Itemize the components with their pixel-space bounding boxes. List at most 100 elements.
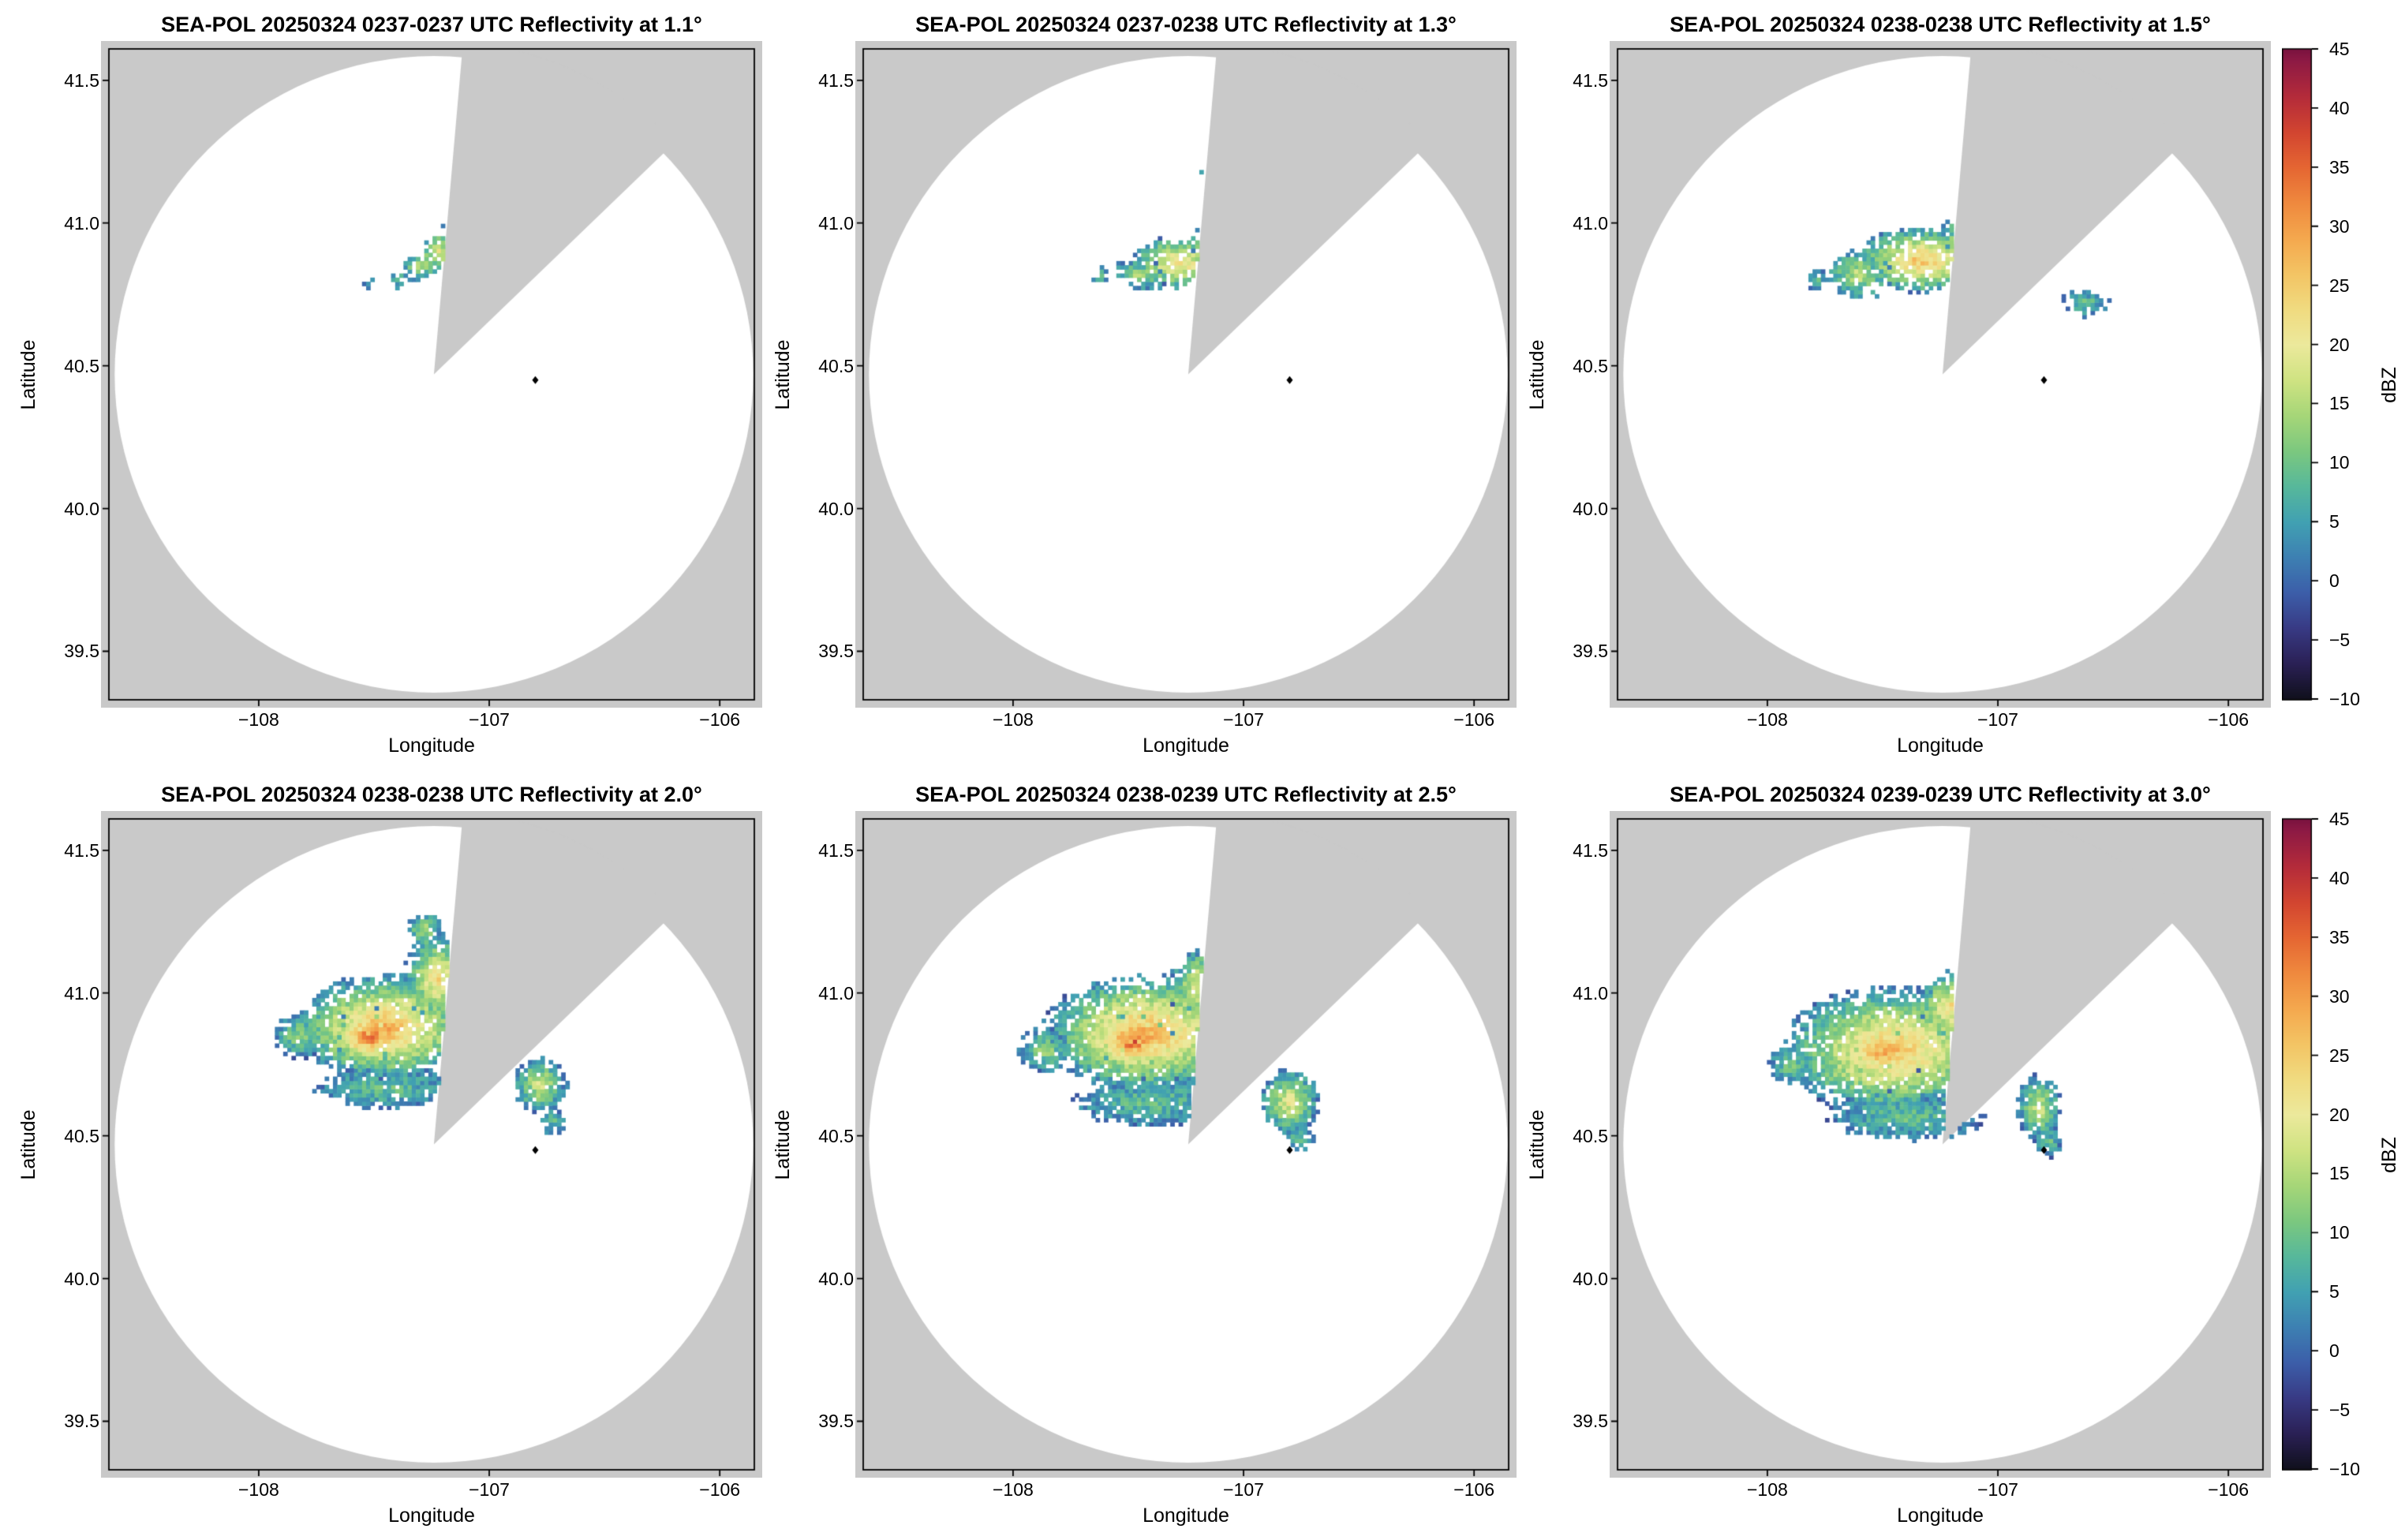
radar-panel-5: SEA-POL 20250324 0238-0239 UTC Reflectiv… [754,770,1517,1540]
colorbar-row-2: dBZ −10 −5 0 5 10 15 20 25 30 35 40 45 [2263,770,2405,1540]
y-tick-label: 41.5 [64,839,99,861]
x-tick-label: −108 [238,709,279,730]
colorbar-tick-label: 10 [2329,1222,2350,1243]
y-tick-label: 39.5 [818,1411,854,1432]
y-tick-label: 39.5 [64,641,99,662]
y-tick-label: 40.5 [1573,355,1608,376]
radar-canvas [1610,41,2271,708]
y-axis-label: Latitude [772,1109,794,1179]
panel-title: SEA-POL 20250324 0237-0238 UTC Reflectiv… [915,13,1457,36]
colorbar-tick-label: −5 [2329,1400,2351,1421]
y-axis-label: Latitude [17,339,39,409]
y-tick-label: 41.0 [64,982,99,1004]
radar-panel-6: SEA-POL 20250324 0239-0239 UTC Reflectiv… [1509,770,2271,1540]
colorbar-tick-label: 15 [2329,393,2350,414]
x-tick-label: −107 [1977,709,2018,730]
y-tick-label: 40.0 [818,1268,854,1289]
x-tick-label: −108 [992,1479,1034,1500]
y-tick-label: 39.5 [1573,641,1608,662]
colorbar-tick-label: 35 [2329,926,2350,948]
panel-title: SEA-POL 20250324 0237-0237 UTC Reflectiv… [161,13,702,36]
plot-area: Latitude Longitude −108 −107 −106 39.5 40.0 4… [772,811,1517,1527]
y-tick-label: 41.5 [1573,839,1608,861]
x-tick-label: −108 [1746,709,1788,730]
plot-area: Latitude Longitude −108 −107 −106 39.5 40.0 4… [1526,41,2271,757]
x-tick-label: −106 [699,1479,741,1500]
colorbar-tick-label: −10 [2329,1459,2361,1479]
radar-canvas [855,811,1517,1478]
y-tick-label: 40.0 [818,498,854,519]
panel-title: SEA-POL 20250324 0239-0239 UTC Reflectiv… [1670,783,2211,806]
colorbar-tick-label: 25 [2329,275,2350,296]
colorbar-tick-label: 20 [2329,1104,2350,1125]
x-tick-label: −106 [1453,1479,1495,1500]
radar-canvas [101,41,762,708]
radar-canvas [1610,811,2271,1478]
y-axis-label: Latitude [17,1109,39,1179]
panel-title: SEA-POL 20250324 0238-0239 UTC Reflectiv… [915,783,1457,806]
x-tick-label: −106 [2208,709,2250,730]
x-tick-label: −106 [2208,1479,2250,1500]
y-tick-label: 39.5 [1573,1411,1608,1432]
x-tick-label: −108 [992,709,1034,730]
colorbar-tick-label: 25 [2329,1045,2350,1066]
x-axis-label: Longitude [1897,1504,1984,1527]
x-axis-label: Longitude [388,734,475,757]
colorbar-tick-label: 15 [2329,1163,2350,1184]
colorbar-tick-label: 0 [2329,570,2340,592]
plot-area: Latitude Longitude −108 −107 −106 39.5 40.0 4… [772,41,1517,757]
x-tick-label: −107 [1223,1479,1264,1500]
x-tick-label: −107 [469,709,510,730]
x-tick-label: −108 [1746,1479,1788,1500]
x-tick-label: −108 [238,1479,279,1500]
colorbar-gradient [2282,811,2321,1478]
colorbar-tick-label: 45 [2329,809,2350,829]
colorbar-tick-label: −10 [2329,689,2361,709]
x-tick-label: −106 [1453,709,1495,730]
y-tick-label: 41.0 [818,982,854,1004]
colorbar-tick-label: 5 [2329,511,2340,533]
plot-area: Latitude Longitude −108 −107 −106 39.5 40.0 4… [17,41,762,757]
colorbar-tick-label: 30 [2329,985,2350,1007]
radar-panel-3: SEA-POL 20250324 0238-0238 UTC Reflectiv… [1509,0,2271,770]
x-tick-label: −107 [469,1479,510,1500]
y-tick-label: 39.5 [64,1411,99,1432]
colorbar-tick-label: 40 [2329,97,2350,118]
colorbar-tick-label: 20 [2329,334,2350,355]
plot-area: Latitude Longitude −108 −107 −106 39.5 40.0 4… [17,811,762,1527]
x-axis-label: Longitude [388,1504,475,1527]
y-axis-label: Latitude [1526,339,1548,409]
y-axis-label: Latitude [1526,1109,1548,1179]
y-tick-label: 41.5 [64,69,99,91]
panel-title: SEA-POL 20250324 0238-0238 UTC Reflectiv… [161,783,702,806]
y-tick-label: 41.0 [818,212,854,234]
y-tick-label: 40.5 [1573,1125,1608,1146]
colorbar-tick-label: 0 [2329,1340,2340,1362]
y-tick-label: 40.0 [1573,1268,1608,1289]
radar-panel-1: SEA-POL 20250324 0237-0237 UTC Reflectiv… [0,0,762,770]
colorbar-row-1: dBZ −10 −5 0 5 10 15 20 25 30 35 40 45 [2263,0,2405,770]
y-tick-label: 41.0 [64,212,99,234]
colorbar-tick-label: 5 [2329,1281,2340,1303]
x-axis-label: Longitude [1143,1504,1229,1527]
colorbar-tick-label: 35 [2329,156,2350,178]
y-axis-label: Latitude [772,339,794,409]
colorbar-tick-label: 40 [2329,867,2350,888]
y-tick-label: 40.0 [1573,498,1608,519]
radar-panel-4: SEA-POL 20250324 0238-0238 UTC Reflectiv… [0,770,762,1540]
radar-panel-2: SEA-POL 20250324 0237-0238 UTC Reflectiv… [754,0,1517,770]
y-tick-label: 41.0 [1573,212,1608,234]
y-tick-label: 40.0 [64,1268,99,1289]
y-tick-label: 41.5 [818,69,854,91]
y-tick-label: 40.0 [64,498,99,519]
colorbar-tick-label: 30 [2329,215,2350,237]
colorbar-gradient [2282,41,2321,708]
y-tick-label: 41.5 [818,839,854,861]
x-tick-label: −106 [699,709,741,730]
colorbar-tick-label: −5 [2329,630,2351,651]
y-tick-label: 40.5 [818,355,854,376]
radar-canvas [855,41,1517,708]
y-tick-label: 40.5 [818,1125,854,1146]
x-axis-label: Longitude [1897,734,1984,757]
